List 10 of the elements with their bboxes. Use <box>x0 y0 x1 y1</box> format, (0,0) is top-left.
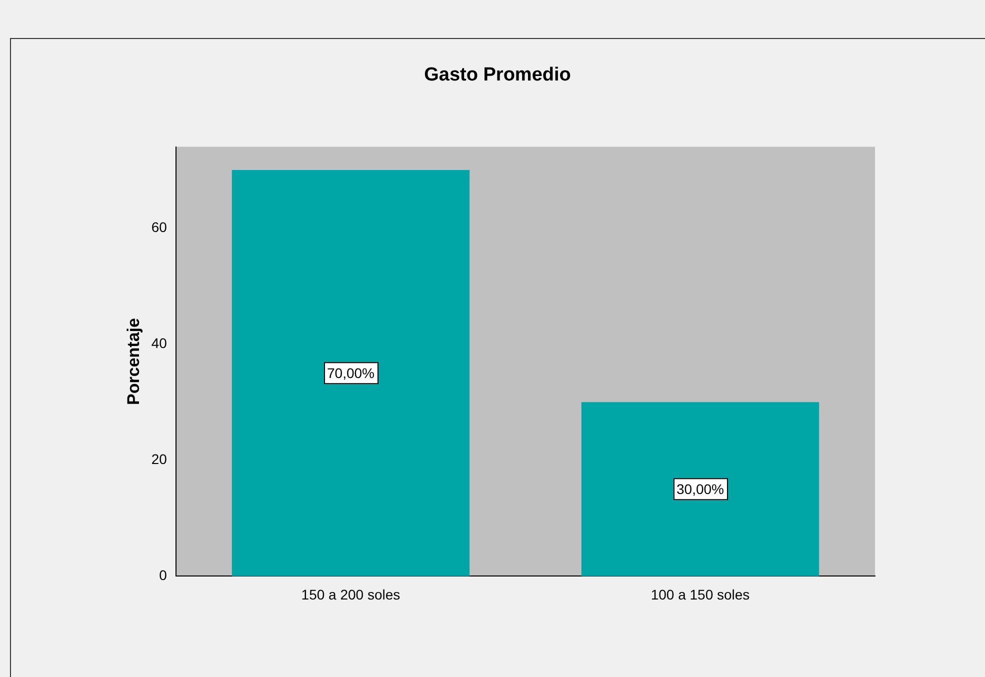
y-tick-label: 20 <box>151 451 168 468</box>
x-tick-label: 100 a 150 soles <box>650 586 750 602</box>
x-tick-label: 150 a 200 soles <box>301 586 400 602</box>
data-label: 30,00% <box>676 481 724 498</box>
chart-title: Gasto Promedio <box>424 64 571 86</box>
y-axis-title: Porcentaje <box>124 318 143 405</box>
data-label: 70,00% <box>326 364 374 381</box>
y-tick-label: 0 <box>159 567 168 584</box>
y-tick-label: 60 <box>151 218 168 235</box>
y-tick-label: 40 <box>151 334 168 351</box>
